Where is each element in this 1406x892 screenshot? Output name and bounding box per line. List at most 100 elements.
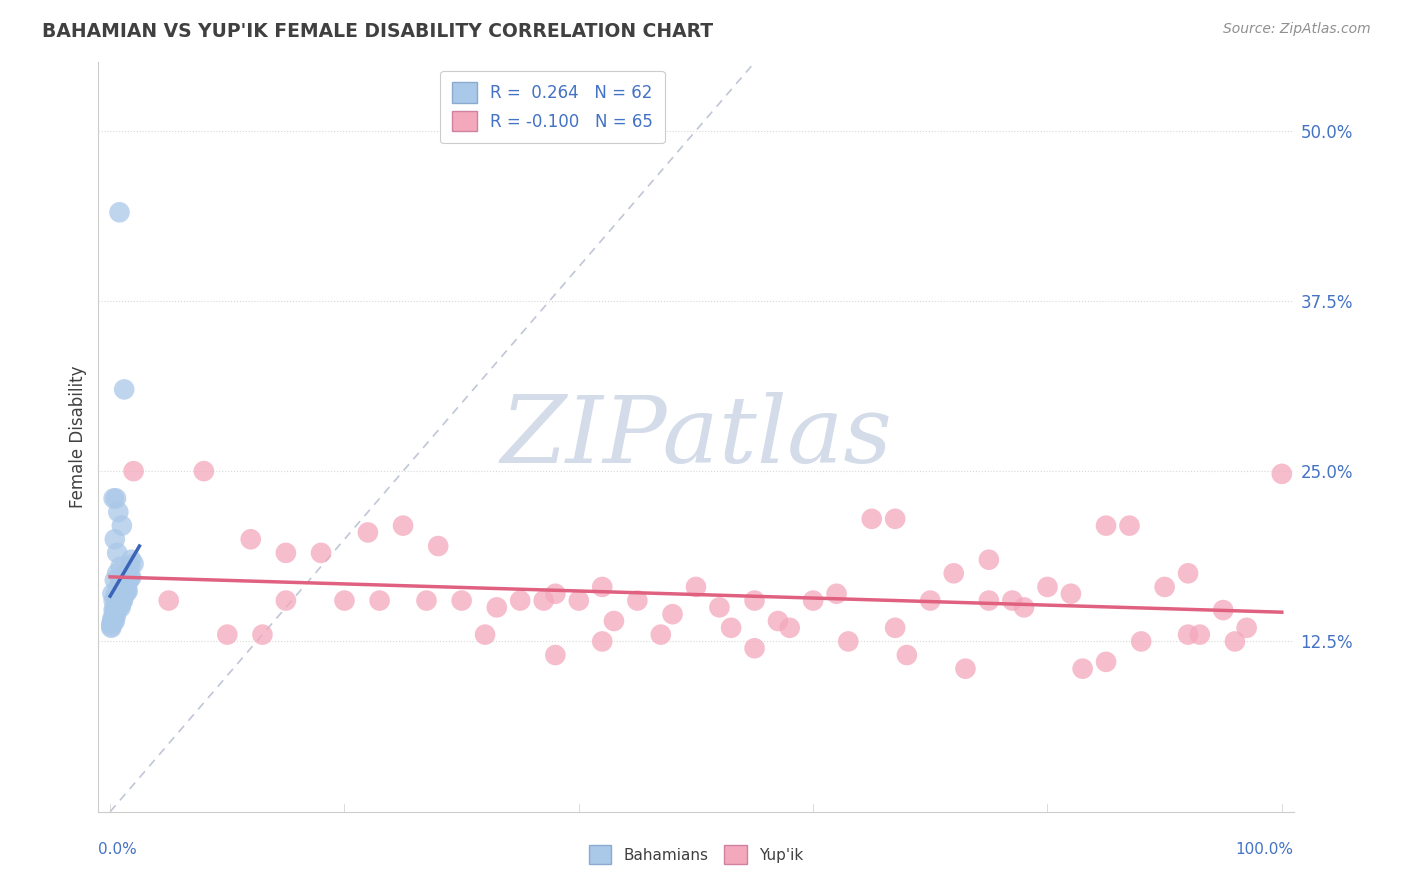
Point	[766, 614, 789, 628]
Point	[720, 621, 742, 635]
Point	[104, 603, 127, 617]
Point	[533, 593, 555, 607]
Point	[661, 607, 683, 622]
Point	[103, 603, 125, 617]
Point	[107, 593, 129, 607]
Point	[896, 648, 918, 662]
Point	[685, 580, 707, 594]
Point	[110, 559, 132, 574]
Legend: Bahamians, Yup'ik: Bahamians, Yup'ik	[581, 838, 811, 871]
Point	[603, 614, 626, 628]
Point	[120, 570, 141, 584]
Point	[450, 593, 472, 607]
Point	[427, 539, 450, 553]
Point	[105, 598, 128, 612]
Point	[239, 533, 262, 547]
Point	[1223, 634, 1246, 648]
Point	[105, 603, 128, 617]
Point	[1118, 518, 1140, 533]
Point	[1095, 518, 1118, 533]
Point	[157, 593, 180, 607]
Point	[101, 614, 124, 628]
Point	[120, 552, 142, 566]
Point	[107, 580, 129, 594]
Point	[110, 600, 132, 615]
Point	[105, 603, 128, 617]
Point	[108, 598, 131, 612]
Point	[111, 593, 134, 607]
Point	[274, 546, 297, 560]
Point	[104, 533, 127, 547]
Point	[115, 566, 138, 581]
Text: Source: ZipAtlas.com: Source: ZipAtlas.com	[1223, 22, 1371, 37]
Point	[1095, 655, 1118, 669]
Point	[368, 593, 391, 607]
Point	[112, 593, 135, 607]
Point	[801, 593, 824, 607]
Point	[115, 580, 138, 594]
Point	[103, 611, 125, 625]
Point	[837, 634, 859, 648]
Point	[103, 491, 125, 506]
Point	[108, 205, 131, 219]
Point	[884, 621, 907, 635]
Point	[101, 611, 124, 625]
Point	[111, 593, 134, 607]
Point	[100, 616, 122, 631]
Point	[105, 491, 128, 506]
Point	[111, 518, 134, 533]
Point	[110, 587, 132, 601]
Point	[101, 587, 124, 601]
Point	[105, 593, 128, 607]
Point	[114, 587, 136, 601]
Point	[107, 598, 129, 612]
Point	[509, 593, 531, 607]
Point	[955, 662, 977, 676]
Point	[112, 580, 135, 594]
Text: BAHAMIAN VS YUP'IK FEMALE DISABILITY CORRELATION CHART: BAHAMIAN VS YUP'IK FEMALE DISABILITY COR…	[42, 22, 713, 41]
Point	[1271, 467, 1294, 481]
Point	[114, 573, 136, 587]
Point	[485, 600, 508, 615]
Point	[392, 518, 415, 533]
Point	[977, 552, 1000, 566]
Point	[193, 464, 215, 478]
Point	[591, 634, 613, 648]
Point	[112, 587, 135, 601]
Point	[118, 573, 141, 587]
Point	[650, 627, 672, 641]
Point	[1012, 600, 1035, 615]
Point	[977, 593, 1000, 607]
Point	[103, 593, 125, 607]
Point	[920, 593, 942, 607]
Point	[591, 580, 613, 594]
Point	[107, 505, 129, 519]
Point	[118, 573, 141, 587]
Point	[568, 593, 591, 607]
Point	[860, 512, 883, 526]
Point	[117, 566, 139, 581]
Point	[112, 587, 135, 601]
Point	[120, 570, 142, 584]
Point	[1212, 603, 1234, 617]
Point	[744, 593, 766, 607]
Point	[117, 584, 139, 599]
Point	[108, 587, 131, 601]
Text: 0.0%: 0.0%	[98, 842, 138, 856]
Point	[415, 593, 437, 607]
Point	[1001, 593, 1024, 607]
Point	[120, 559, 141, 574]
Point	[104, 614, 127, 628]
Point	[884, 512, 907, 526]
Point	[122, 464, 145, 478]
Point	[309, 546, 332, 560]
Point	[333, 593, 356, 607]
Point	[1177, 627, 1199, 641]
Point	[115, 584, 138, 599]
Point	[105, 608, 128, 623]
Point	[626, 593, 648, 607]
Point	[779, 621, 801, 635]
Point	[544, 587, 567, 601]
Point	[544, 648, 567, 662]
Y-axis label: Female Disability: Female Disability	[69, 366, 87, 508]
